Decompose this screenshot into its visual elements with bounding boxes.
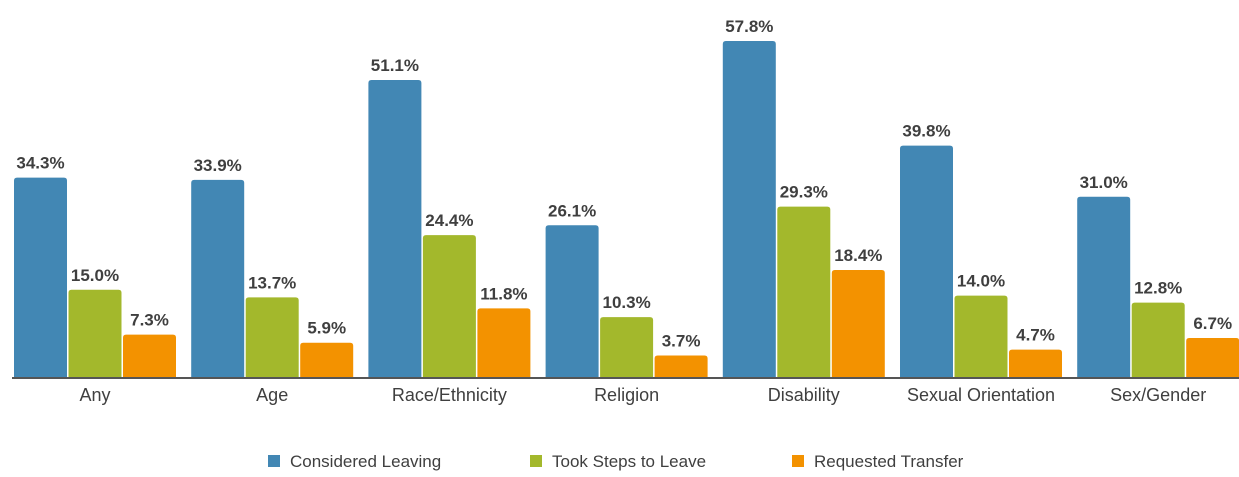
category-label-race-ethnicity: Race/Ethnicity <box>392 385 507 405</box>
bar-age-considered-leaving <box>191 179 245 377</box>
legend-swatch-took-steps-to-leave <box>530 455 542 467</box>
bar-sexual-orientation-requested-transfer <box>1009 349 1062 377</box>
value-label-religion-requested-transfer: 3.7% <box>662 331 701 350</box>
bar-sexual-orientation-considered-leaving <box>900 145 953 377</box>
legend-swatch-requested-transfer <box>792 455 804 467</box>
bar-disability-requested-transfer <box>831 270 885 377</box>
category-label-sex-gender: Sex/Gender <box>1110 385 1206 405</box>
value-label-age-took-steps-to-leave: 13.7% <box>248 273 296 292</box>
category-labels-layer: Any Age Race/Ethnicity Religion Disability Se… <box>79 385 1206 405</box>
value-label-sex-gender-requested-transfer: 6.7% <box>1193 314 1232 333</box>
value-label-sexual-orientation-considered-leaving: 39.8% <box>902 122 950 141</box>
legend-label-requested-transfer: Requested Transfer <box>814 452 964 471</box>
value-label-disability-requested-transfer: 18.4% <box>834 246 882 265</box>
value-label-religion-took-steps-to-leave: 10.3% <box>602 293 650 312</box>
value-label-religion-considered-leaving: 26.1% <box>548 201 596 220</box>
bar-sex-gender-took-steps-to-leave <box>1131 302 1185 377</box>
bar-disability-considered-leaving <box>722 41 776 377</box>
bar-religion-took-steps-to-leave <box>600 317 654 377</box>
bar-any-considered-leaving <box>14 177 67 377</box>
value-label-disability-considered-leaving: 57.8% <box>725 17 773 36</box>
value-label-race-ethnicity-requested-transfer: 11.8% <box>480 284 527 303</box>
value-label-age-requested-transfer: 5.9% <box>307 319 346 338</box>
category-label-age: Age <box>256 385 288 405</box>
value-label-race-ethnicity-took-steps-to-leave: 24.4% <box>425 211 473 230</box>
bar-religion-requested-transfer <box>654 355 708 377</box>
bar-age-requested-transfer <box>300 342 354 377</box>
value-label-sex-gender-took-steps-to-leave: 12.8% <box>1134 279 1182 298</box>
category-label-any: Any <box>79 385 110 405</box>
value-label-any-considered-leaving: 34.3% <box>16 154 64 173</box>
bar-sex-gender-requested-transfer <box>1186 338 1239 377</box>
value-labels-layer: 34.3% 15.0% 7.3% 33.9% 13.7% 5.9% 51.1% 24.4% 11… <box>16 17 1232 350</box>
bar-sex-gender-considered-leaving <box>1077 196 1131 377</box>
bar-religion-considered-leaving <box>545 225 599 377</box>
value-label-age-considered-leaving: 33.9% <box>194 156 242 175</box>
legend-label-considered-leaving: Considered Leaving <box>290 452 441 471</box>
bar-any-requested-transfer <box>123 334 176 377</box>
value-label-sex-gender-considered-leaving: 31.0% <box>1080 173 1128 192</box>
bar-disability-took-steps-to-leave <box>777 206 831 377</box>
bar-any-took-steps-to-leave <box>68 289 122 377</box>
bars-layer <box>14 41 1239 378</box>
bar-race-ethnicity-took-steps-to-leave <box>422 235 476 377</box>
category-label-disability: Disability <box>768 385 840 405</box>
bar-age-took-steps-to-leave <box>245 297 299 377</box>
legend: Considered Leaving Took Steps to Leave Req… <box>268 452 964 471</box>
value-label-any-requested-transfer: 7.3% <box>130 311 169 330</box>
bar-race-ethnicity-considered-leaving <box>368 79 422 378</box>
legend-swatch-considered-leaving <box>268 455 280 467</box>
value-label-any-took-steps-to-leave: 15.0% <box>71 266 119 285</box>
value-label-sexual-orientation-requested-transfer: 4.7% <box>1016 326 1055 345</box>
value-label-race-ethnicity-considered-leaving: 51.1% <box>371 56 419 75</box>
bar-sexual-orientation-took-steps-to-leave <box>954 295 1008 377</box>
category-label-sexual-orientation: Sexual Orientation <box>907 385 1055 405</box>
value-label-sexual-orientation-took-steps-to-leave: 14.0% <box>957 272 1005 291</box>
category-label-religion: Religion <box>594 385 659 405</box>
legend-label-took-steps-to-leave: Took Steps to Leave <box>552 452 706 471</box>
value-label-disability-took-steps-to-leave: 29.3% <box>780 183 828 202</box>
bar-race-ethnicity-requested-transfer <box>477 308 531 377</box>
